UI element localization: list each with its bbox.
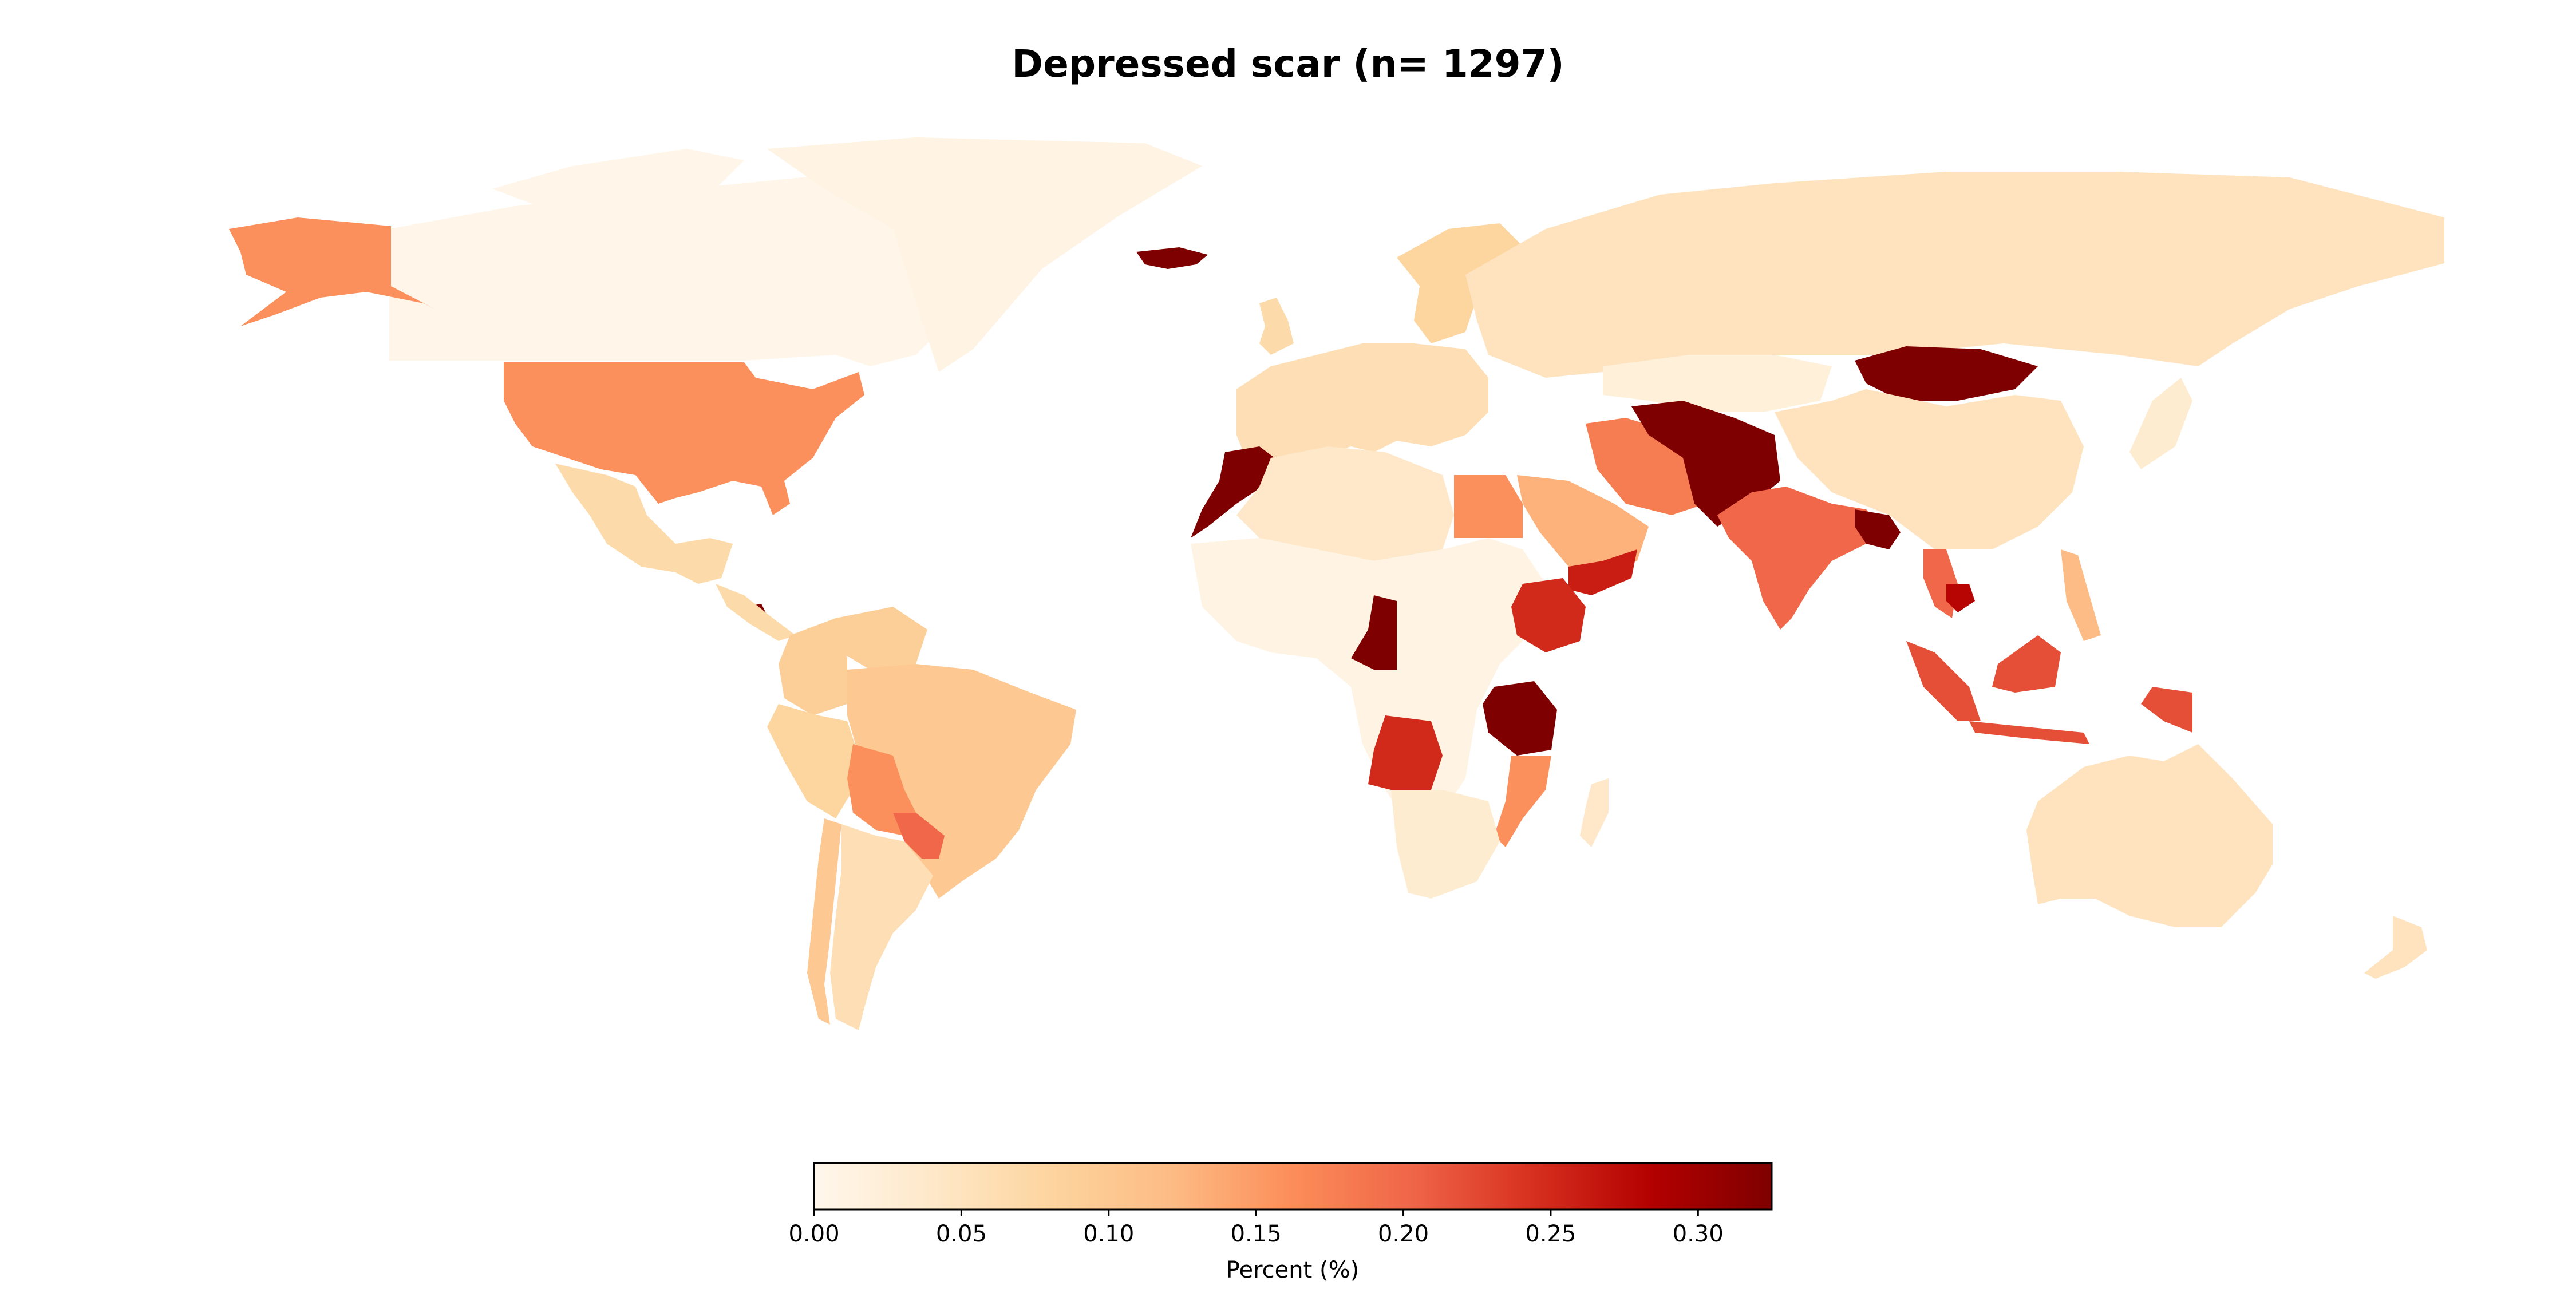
country-angola <box>1368 715 1443 790</box>
country-sahel <box>1191 538 1546 824</box>
colorbar-tick-label: 0.10 <box>1083 1221 1134 1247</box>
colorbar-tick-label: 0.25 <box>1525 1221 1576 1247</box>
country-india <box>1717 487 1889 630</box>
country-europe <box>1236 343 1488 469</box>
country-mongolia <box>1855 346 2038 401</box>
country-peru <box>767 704 859 818</box>
country-chile <box>807 818 853 1036</box>
colorbar-tick-label: 0.15 <box>1231 1221 1282 1247</box>
country-usa <box>504 362 864 515</box>
country-morocco <box>1191 446 1282 538</box>
country-japan <box>2129 378 2192 469</box>
colorbar-tick-label: 0.05 <box>936 1221 987 1247</box>
colorbar-tick-label: 0.30 <box>1673 1221 1724 1247</box>
country-scandinavia <box>1397 223 1523 343</box>
colorbar-gradient <box>813 1162 1773 1211</box>
country-indonesia <box>1906 641 1981 721</box>
country-afghanistan <box>1631 401 1780 527</box>
country-ethiopia <box>1511 578 1586 652</box>
country-egypt <box>1454 475 1523 538</box>
country-russia <box>1465 172 2444 378</box>
country-iceland <box>1136 247 1208 269</box>
country-madagascar <box>1580 778 1609 847</box>
country-australia <box>2026 744 2273 927</box>
country-canada <box>389 172 973 366</box>
country-cameroon <box>1351 595 1397 670</box>
country-greenland <box>767 137 1202 372</box>
country-north-africa <box>1236 446 1454 561</box>
country-southern-africa <box>1391 790 1500 899</box>
country-china <box>1775 389 2084 549</box>
colorbar: 0.00 0.05 0.10 0.15 0.20 0.25 0.30 Percent (%) <box>788 1162 1773 1283</box>
country-mexico <box>555 464 733 584</box>
country-brazil <box>847 664 1076 899</box>
country-indonesia-java <box>1969 721 2089 744</box>
country-colombia <box>779 618 847 715</box>
country-paraguay <box>893 813 945 859</box>
country-philippines <box>2061 549 2101 641</box>
colorbar-ticks: 0.00 0.05 0.10 0.15 0.20 0.25 0.30 <box>788 1209 1724 1247</box>
colorbar-tick-label: 0.20 <box>1378 1221 1429 1247</box>
country-new-guinea <box>2141 687 2192 733</box>
country-indonesia-borneo <box>1992 635 2061 693</box>
country-cambodia <box>1946 584 1975 612</box>
country-kazakhstan <box>1603 355 1832 412</box>
country-bangladesh <box>1855 509 1901 549</box>
country-canada-arctic-islands <box>492 149 744 206</box>
country-central-america <box>716 584 796 641</box>
country-tanzania <box>1483 681 1557 756</box>
country-saudi-arabia <box>1517 475 1649 572</box>
country-alaska <box>229 217 458 326</box>
world-map <box>229 137 2444 1036</box>
country-argentina <box>830 824 933 1030</box>
figure-title: Depressed scar (n= 1297) <box>1012 42 1564 86</box>
colorbar-tick-label: 0.00 <box>788 1221 839 1247</box>
country-venezuela <box>836 607 927 670</box>
country-new-zealand <box>2364 916 2427 979</box>
country-mozambique <box>1494 756 1551 847</box>
country-yemen <box>1568 549 1637 595</box>
colorbar-label: Percent (%) <box>1226 1257 1359 1283</box>
country-uk <box>1259 298 1294 355</box>
